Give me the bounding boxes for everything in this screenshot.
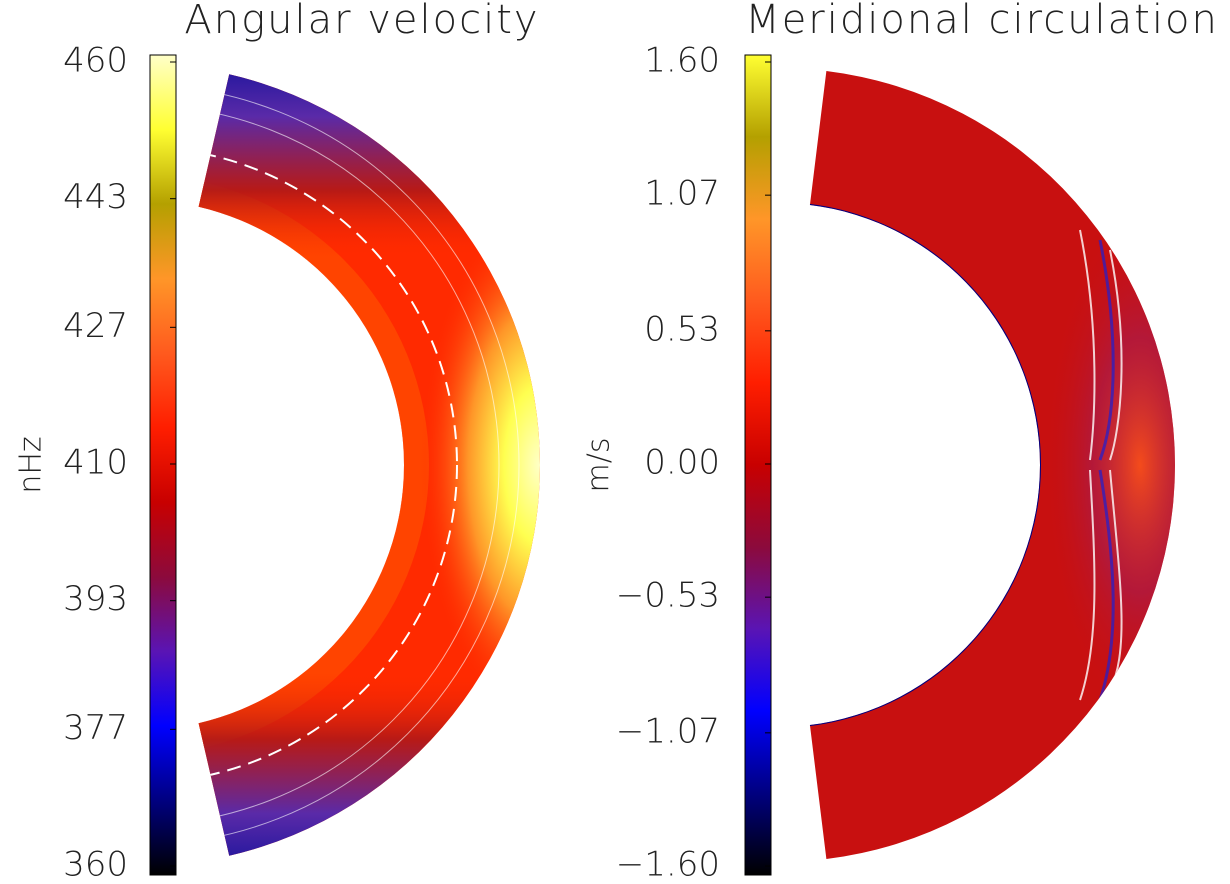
colorbar	[149, 54, 177, 876]
colorbar-label: m/s	[582, 438, 617, 493]
colorbar	[744, 54, 772, 876]
y-tick-label: 1.60	[644, 41, 720, 81]
y-tick-label: 0.53	[644, 309, 720, 349]
chart-title: Meridional circulation	[745, 0, 1219, 43]
y-tick-label: 427	[63, 306, 128, 346]
y-tick-label: 360	[63, 845, 128, 884]
y-tick-label: −0.53	[616, 576, 720, 616]
y-tick-label: 410	[63, 443, 128, 483]
colorbar-label: nHz	[14, 436, 49, 493]
y-tick-label: 1.07	[644, 174, 720, 214]
y-tick-label: 377	[63, 708, 128, 748]
y-tick-label: −1.07	[616, 711, 720, 751]
y-tick-label: 393	[63, 579, 128, 619]
y-tick-label: 460	[63, 41, 128, 81]
chart-title: Angular velocity	[184, 0, 539, 43]
y-tick-label: 443	[63, 177, 128, 217]
right-wedge	[809, 70, 1175, 860]
y-tick-label: −1.60	[616, 845, 720, 884]
y-tick-label: 0.00	[644, 443, 720, 483]
